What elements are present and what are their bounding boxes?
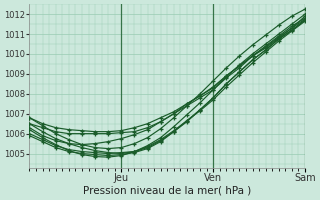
X-axis label: Pression niveau de la mer( hPa ): Pression niveau de la mer( hPa ) — [83, 186, 252, 196]
